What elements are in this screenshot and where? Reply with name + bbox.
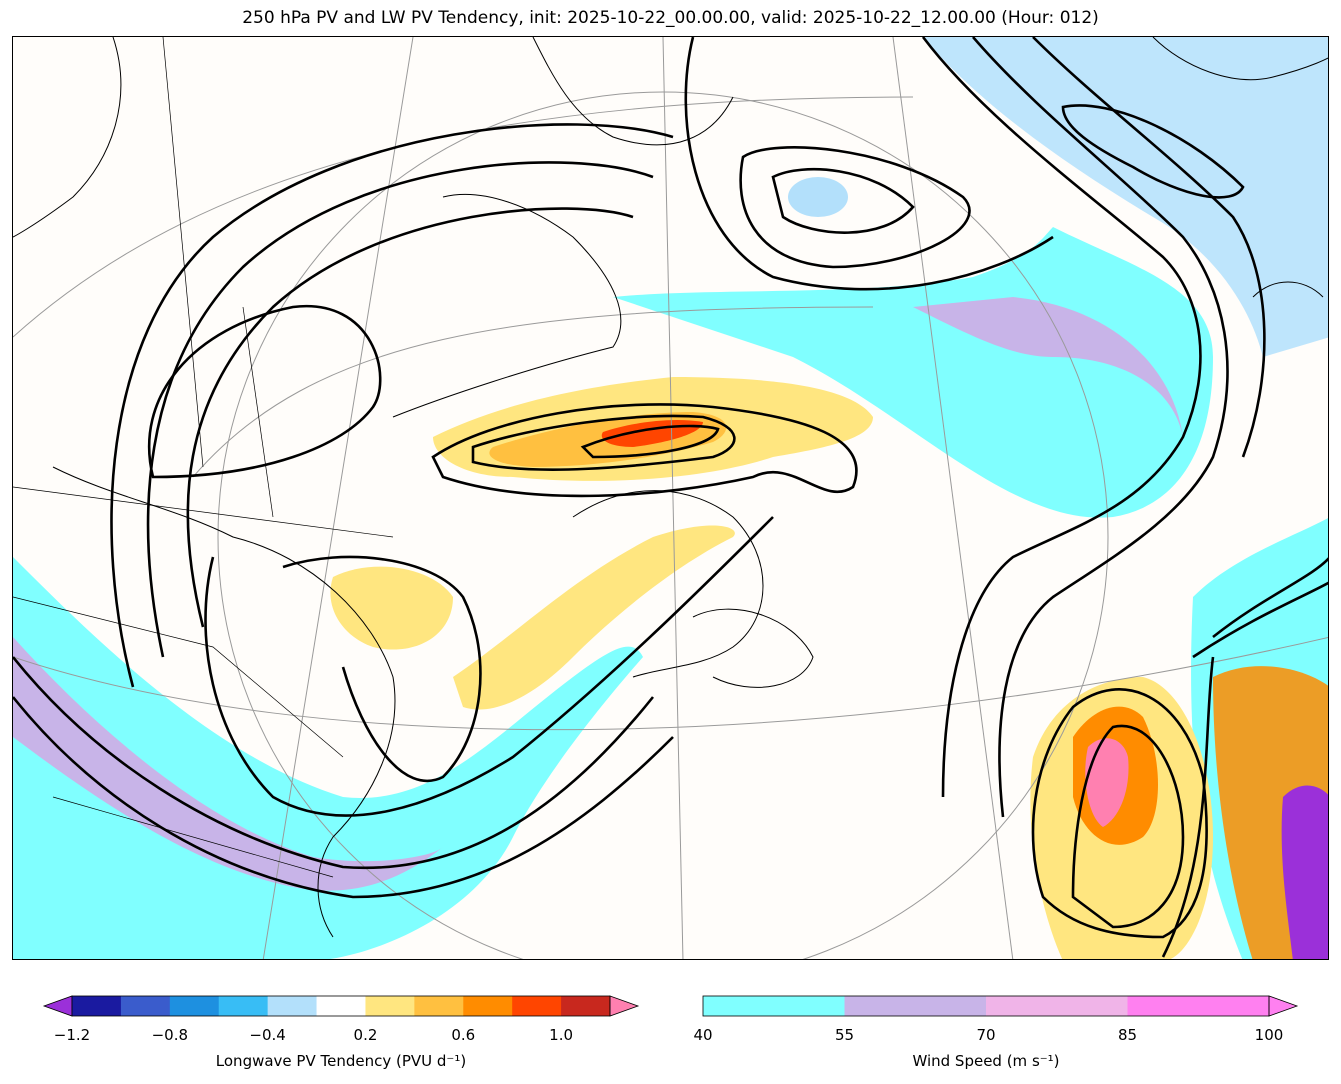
wind-band-east bbox=[613, 227, 1213, 518]
pv-colorbar-tick-label: −0.8 bbox=[151, 1026, 189, 1044]
pv-colorbar-tick-label: 0.6 bbox=[451, 1026, 476, 1044]
pv-tendency-positive-coast bbox=[453, 525, 735, 710]
wind-colorbar-swatch bbox=[703, 996, 845, 1016]
wind-colorbar-swatch bbox=[1127, 996, 1270, 1016]
wind-colorbar-swatch bbox=[986, 996, 1128, 1016]
pv-colorbar-swatch bbox=[267, 996, 318, 1016]
map-canvas bbox=[13, 37, 1328, 959]
pv-colorbar-swatch bbox=[561, 996, 611, 1016]
pv-colorbar-swatch bbox=[463, 996, 513, 1016]
wind-colorbar-extend-high bbox=[1268, 995, 1299, 1017]
wind-colorbar-swatches bbox=[702, 995, 1299, 1017]
pv-colorbar bbox=[42, 995, 640, 1017]
pv-tendency-negative-far-east bbox=[1281, 785, 1328, 959]
pv-colorbar-tick-label: −1.2 bbox=[53, 1026, 91, 1044]
political-borders bbox=[13, 37, 394, 878]
pv-tendency-negative-north bbox=[788, 177, 848, 217]
wind-colorbar-tick-label: 85 bbox=[1117, 1026, 1138, 1044]
pv-colorbar-swatch bbox=[120, 996, 171, 1016]
pv-colorbar-tick-label: 0.2 bbox=[353, 1026, 378, 1044]
wind-colorbar-label: Wind Speed (m s⁻¹) bbox=[912, 1052, 1060, 1070]
wind-colorbar-tick-label: 40 bbox=[693, 1026, 713, 1044]
pv-colorbar-swatch bbox=[72, 996, 122, 1016]
coastlines bbox=[13, 37, 1328, 938]
wind-colorbar bbox=[702, 995, 1299, 1017]
pv-colorbar-swatch bbox=[218, 996, 269, 1016]
wind-band-southwest bbox=[13, 557, 643, 959]
wind-colorbar-frame bbox=[702, 995, 1270, 1017]
pv-colorbar-swatch bbox=[414, 996, 464, 1016]
pv-colorbar-tick-label: −0.4 bbox=[249, 1026, 286, 1044]
wind-colorbar-tick-label: 100 bbox=[1254, 1026, 1284, 1044]
pv-colorbar-frame bbox=[71, 995, 611, 1017]
wind-core-east bbox=[913, 297, 1183, 437]
wind-colorbar-swatch bbox=[844, 996, 987, 1016]
pv-colorbar-extend-low bbox=[42, 995, 73, 1017]
pv-tendency-positive-south bbox=[330, 566, 453, 650]
figure-title: 250 hPa PV and LW PV Tendency, init: 202… bbox=[242, 8, 1099, 28]
map-panel bbox=[12, 36, 1329, 960]
pv-colorbar-swatch bbox=[316, 996, 366, 1016]
pv-colorbar-label: Longwave PV Tendency (PVU d⁻¹) bbox=[215, 1052, 467, 1070]
pv-colorbar-tick-label: 1.0 bbox=[549, 1026, 574, 1044]
pv-colorbar-swatch bbox=[512, 996, 562, 1016]
pv-colorbar-swatch bbox=[365, 996, 415, 1016]
pv-tendency-extreme-southeast bbox=[1085, 738, 1129, 827]
pv-colorbar-swatches bbox=[42, 995, 640, 1017]
pv-colorbar-extend-high bbox=[609, 995, 640, 1017]
pv-colorbar-swatch bbox=[169, 996, 220, 1016]
pv-contours bbox=[13, 37, 1328, 958]
wind-colorbar-tick-label: 55 bbox=[834, 1026, 855, 1044]
wind-band-north bbox=[923, 37, 1328, 357]
wind-colorbar-tick-label: 70 bbox=[976, 1026, 996, 1044]
